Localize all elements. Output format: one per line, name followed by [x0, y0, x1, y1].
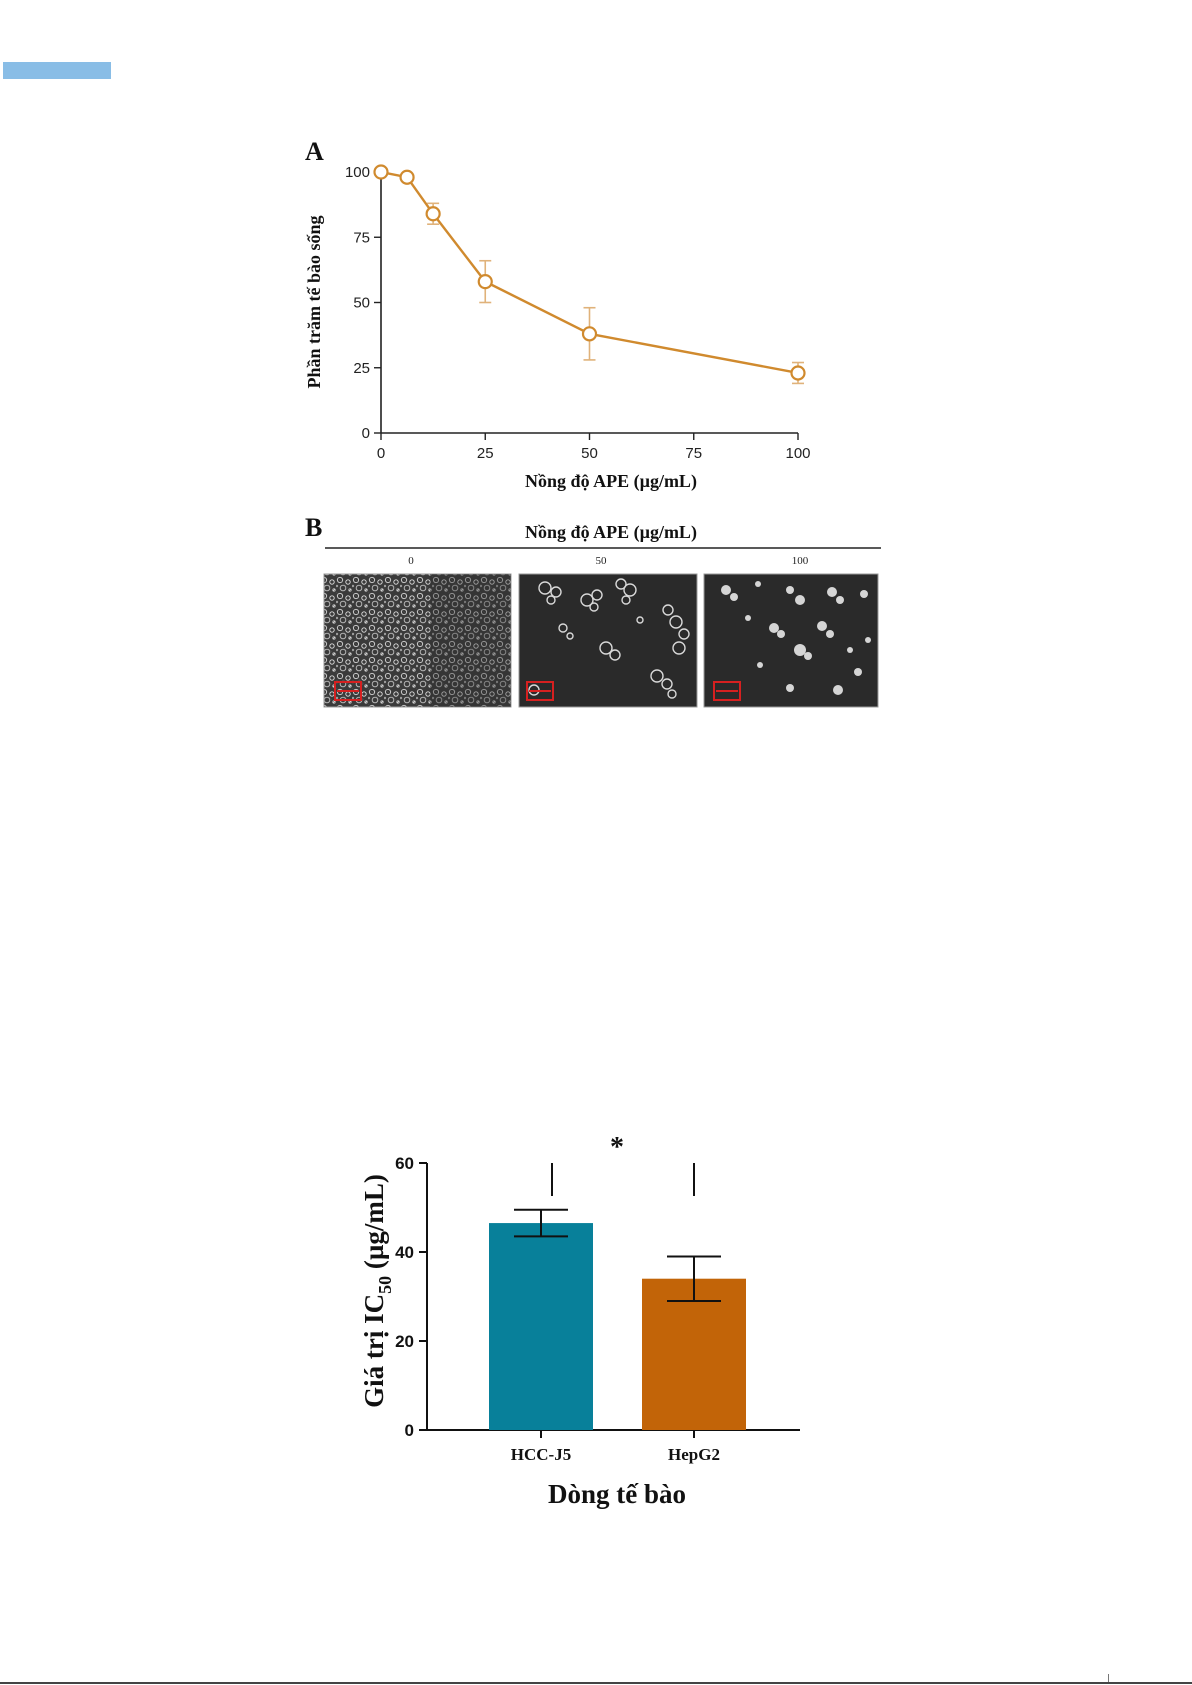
y-label-subscript: 50 [375, 1276, 395, 1294]
panel-a-label: A [305, 137, 324, 166]
bar-hcc-j5 [489, 1223, 593, 1430]
image-label-0: 0 [408, 555, 414, 567]
bar-y-tick-label: 20 [395, 1332, 414, 1351]
y-label-suffix: (µg/mL) [359, 1174, 389, 1276]
x-tick-label: 75 [685, 445, 702, 462]
image-label-100: 100 [792, 555, 809, 567]
panel-a-y-axis-label: Phần trăm tế bào sống [304, 215, 324, 388]
bar-y-tick-label: 40 [395, 1243, 414, 1262]
micrograph-0 [323, 573, 512, 708]
corner-color-bar [3, 62, 111, 79]
x-tick-label: 50 [581, 445, 598, 462]
y-label-main: Giá trị IC [359, 1294, 389, 1408]
y-tick-label: 25 [353, 360, 370, 377]
page-corner-tick [1108, 1674, 1109, 1682]
data-point [399, 169, 415, 185]
x-tick-label: 25 [477, 445, 494, 462]
bar-chart-x-axis-label: Dòng tế bào [548, 1479, 686, 1509]
y-tick-label: 50 [353, 295, 370, 312]
significance-asterisk: * [610, 1132, 624, 1163]
micrograph-100 [703, 573, 879, 708]
y-tick-label: 75 [353, 229, 370, 246]
bar-y-tick-label: 60 [395, 1154, 414, 1173]
data-point [425, 206, 441, 222]
panel-b-microscopy: B Nồng độ APE (µg/mL) 0 50 100 [305, 513, 881, 708]
panel-a-viability-chart: A 0 25 50 75 100 0 25 50 75 100 Phần trăm tế bào… [304, 137, 811, 492]
micrograph-50 [518, 573, 698, 708]
ic50-bar-chart: 0 20 40 60 HCC-J5 HepG2 * Giá trị IC50 (µg/m… [359, 1132, 800, 1509]
data-point [790, 365, 806, 381]
bar-chart-y-axis-label: Giá trị IC50 (µg/mL) [359, 1174, 395, 1408]
bar-category-label: HCC-J5 [511, 1445, 571, 1464]
y-tick-label: 0 [362, 425, 370, 442]
data-point [581, 326, 598, 342]
panel-b-title: Nồng độ APE (µg/mL) [525, 522, 697, 543]
image-label-50: 50 [596, 555, 608, 567]
data-point [477, 274, 493, 290]
panel-b-label: B [305, 513, 322, 542]
data-point [373, 164, 389, 180]
x-tick-label: 100 [785, 445, 810, 462]
x-tick-label: 0 [377, 445, 385, 462]
bar-hepg2 [642, 1278, 746, 1430]
page-bottom-rule [0, 1682, 1192, 1684]
panel-a-x-axis-label: Nồng độ APE (µg/mL) [525, 471, 697, 492]
bar-y-tick-label: 0 [405, 1421, 414, 1440]
y-tick-label: 100 [345, 164, 370, 181]
bar-category-label: HepG2 [668, 1445, 720, 1464]
